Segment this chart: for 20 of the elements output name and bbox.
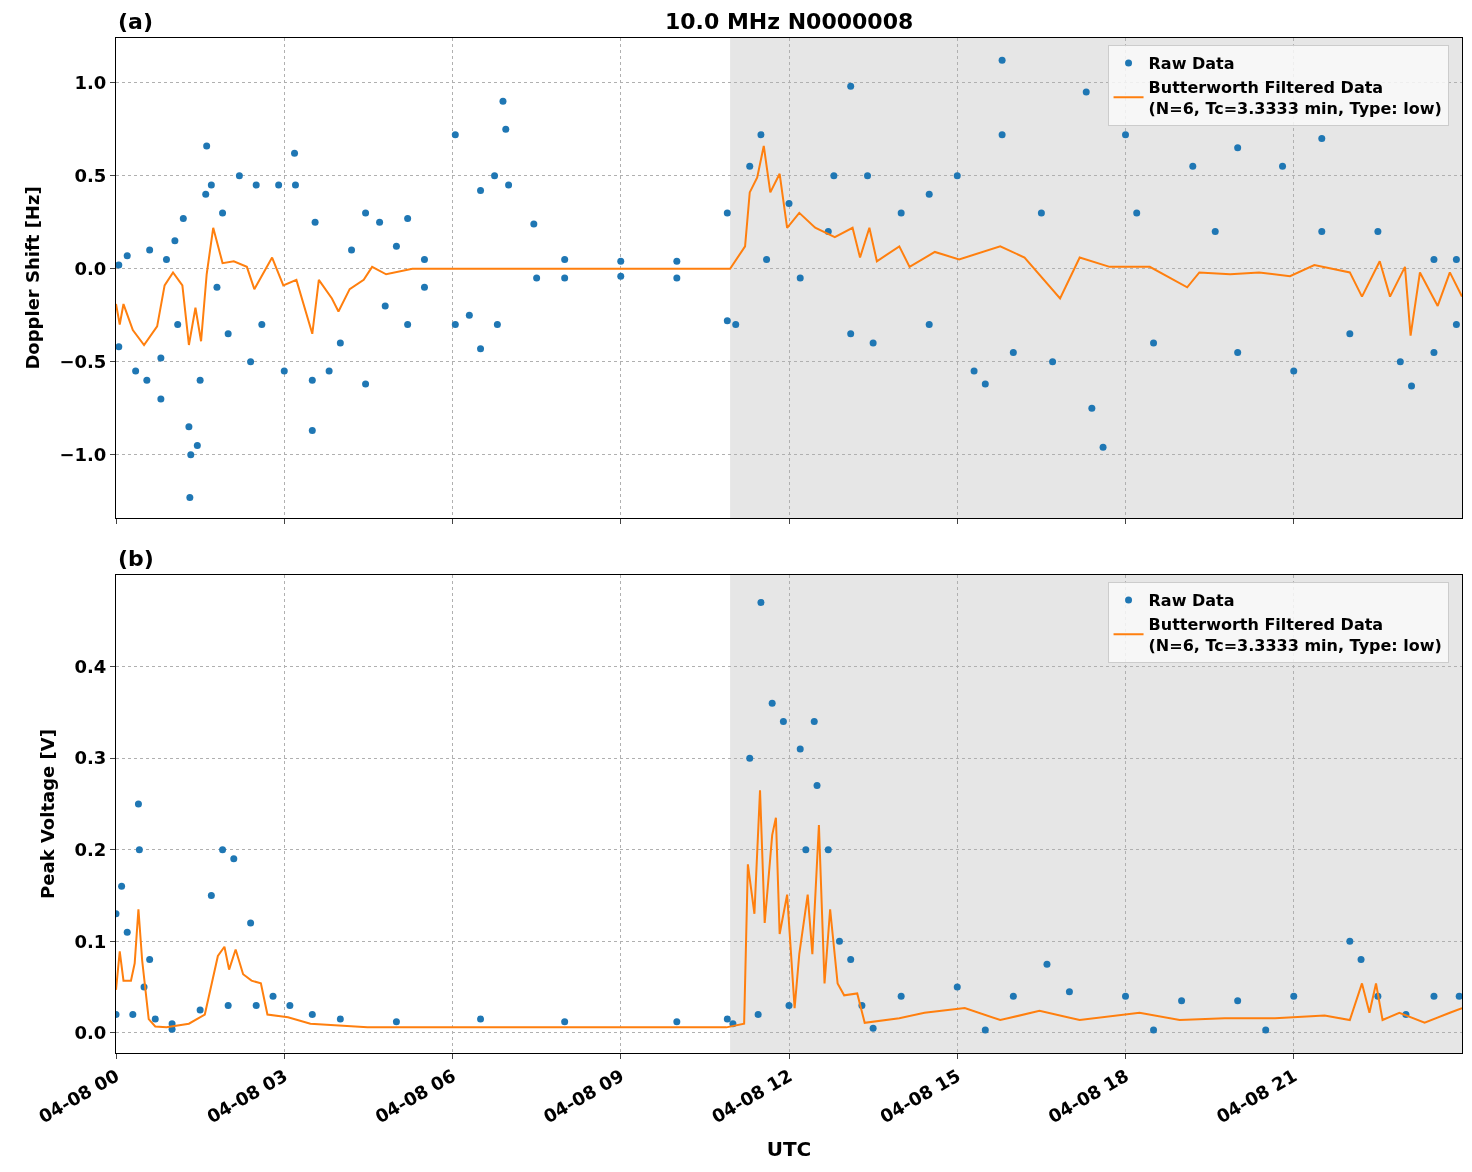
x-axis-title: UTC (766, 1136, 812, 1161)
y-tick-label: 0.0 (74, 258, 107, 279)
chart-title: 10.0 MHz N0000008 (665, 9, 914, 34)
legend-label: Raw Data (1148, 54, 1235, 74)
text: (b) (118, 546, 154, 571)
y-tick-label: −1.0 (59, 444, 107, 466)
legend-label: Butterworth Filtered Data (N=6, Tc=3.3333 min, Type: low) (1148, 78, 1442, 118)
text: (a) (118, 9, 153, 34)
y-tick-label: 0.0 (74, 1022, 107, 1044)
y-tick-label: 1.0 (74, 71, 107, 93)
y-tick-label: 0.3 (74, 747, 107, 769)
y-tick-label: 0.2 (74, 839, 107, 861)
y-tick-label: 0.4 (74, 655, 107, 677)
legend-label: Raw Data (1148, 591, 1235, 611)
legend-label: Butterworth Filtered Data (N=6, Tc=3.3333 min, Type: low) (1148, 615, 1442, 655)
y-tick-label: 0.5 (74, 164, 107, 186)
y-axis-title: Peak Voltage [V] (36, 729, 58, 899)
y-tick-label: −0.5 (59, 351, 107, 373)
y-axis-title: Doppler Shift [Hz] (21, 186, 43, 370)
y-tick-label: 0.1 (74, 930, 107, 952)
